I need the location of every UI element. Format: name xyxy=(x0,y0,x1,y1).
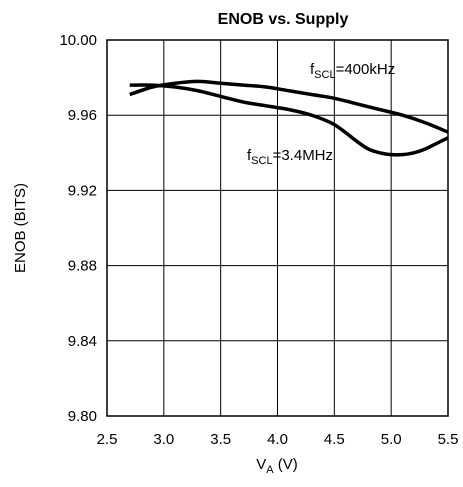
x-tick-label: 3.5 xyxy=(210,431,231,448)
x-axis-label: VA (V) xyxy=(256,456,298,476)
series-label-400khz: fSCL=400kHz xyxy=(310,61,395,81)
x-tick-label: 3.0 xyxy=(153,431,174,448)
plot-frame xyxy=(106,39,449,417)
series-line-400khz xyxy=(129,79,449,134)
y-tick-label: 9.88 xyxy=(68,258,97,275)
x-tick-label: 4.0 xyxy=(267,431,288,448)
y-tick-label: 9.92 xyxy=(68,182,97,199)
chart-title: ENOB vs. Supply xyxy=(218,11,349,28)
y-tick-labels: 9.80 9.84 9.88 9.92 9.96 10.00 xyxy=(59,32,97,425)
y-tick-label: 9.80 xyxy=(68,408,97,425)
x-tick-label: 5.0 xyxy=(381,431,402,448)
y-tick-label: 9.96 xyxy=(68,107,97,124)
series-line-3.4mhz xyxy=(129,83,449,157)
series-label-3.4mhz: fSCL=3.4MHz xyxy=(247,147,333,167)
series-lines xyxy=(129,79,449,157)
grid xyxy=(106,39,449,417)
x-tick-labels: 2.5 3.0 3.5 4.0 4.5 5.0 5.5 xyxy=(97,431,459,448)
x-tick-label: 2.5 xyxy=(97,431,118,448)
x-tick-label: 4.5 xyxy=(324,431,345,448)
y-tick-label: 9.84 xyxy=(68,333,97,350)
x-tick-label: 5.5 xyxy=(438,431,459,448)
y-axis-label: ENOB (BITS) xyxy=(12,183,29,273)
y-tick-label: 10.00 xyxy=(59,32,97,49)
